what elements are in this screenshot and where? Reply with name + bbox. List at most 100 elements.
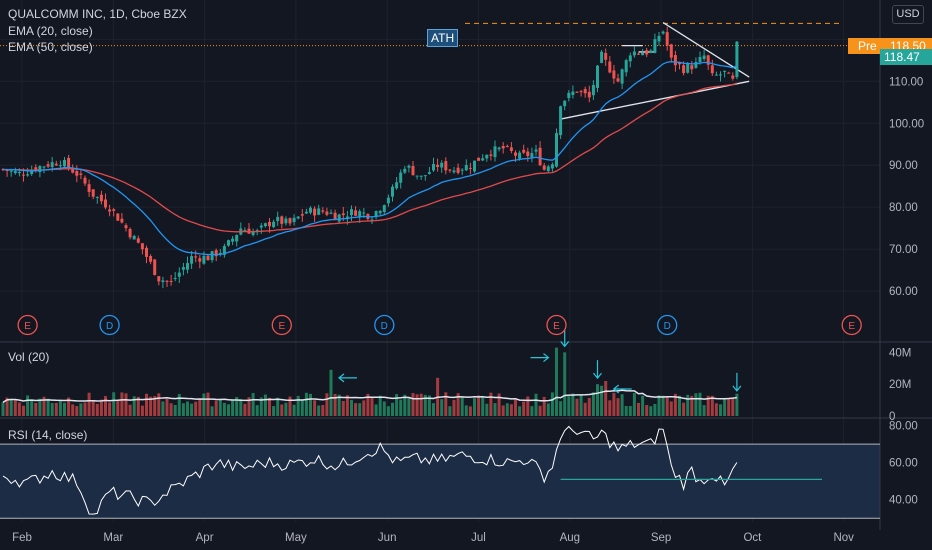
- candle-body: [22, 174, 25, 176]
- volume-bar: [534, 393, 538, 416]
- candle-body: [493, 146, 497, 158]
- volume-bar: [50, 403, 54, 416]
- volume-bar: [202, 393, 206, 416]
- volume-bar: [354, 403, 358, 416]
- volume-bar: [661, 395, 665, 416]
- candle-body: [391, 186, 394, 197]
- volume-bar: [448, 406, 452, 416]
- time-tick-label: Aug: [560, 532, 580, 544]
- candle-body: [280, 216, 284, 224]
- price-tick-label: 100.00: [889, 118, 924, 130]
- volume-bar: [157, 393, 161, 416]
- ema20-line: [2, 61, 738, 256]
- candle-body: [444, 161, 448, 171]
- volume-bar: [452, 399, 456, 416]
- grid-lines: [0, 0, 880, 522]
- earnings-marker: [271, 314, 292, 336]
- candle-body: [518, 152, 522, 159]
- rsi-layer: [2, 425, 822, 515]
- candle-body: [140, 243, 144, 250]
- candle-body: [145, 247, 148, 257]
- symbol-title[interactable]: QUALCOMM INC, 1D, Cboe BZX: [8, 7, 187, 21]
- candle-body: [468, 167, 472, 169]
- volume-bar: [714, 403, 718, 416]
- volume-bar: [403, 394, 407, 416]
- volume-bar: [186, 401, 189, 416]
- volume-bar: [481, 397, 485, 416]
- candle-body: [526, 151, 530, 157]
- volume-bar: [600, 385, 604, 416]
- candle-body: [682, 65, 686, 74]
- volume-bar: [665, 396, 669, 416]
- volume-bar: [145, 393, 148, 416]
- candle-body: [538, 147, 542, 166]
- volume-bar: [485, 403, 489, 416]
- volume-bar: [120, 392, 124, 416]
- candle-body: [698, 57, 702, 62]
- volume-bar: [456, 393, 460, 416]
- volume-bar: [272, 406, 276, 416]
- candle-body: [653, 39, 657, 53]
- volume-bar: [112, 392, 116, 416]
- volume-bar: [673, 393, 677, 416]
- volume-bar: [518, 406, 522, 416]
- candle-body: [235, 234, 239, 242]
- candle-body: [649, 50, 653, 53]
- volume-bar: [231, 399, 235, 416]
- axis-labels: 60.00 70.00 80.00 90.00 100.00 110.00 0 20M 40M 4…: [12, 76, 924, 544]
- volume-bar: [386, 406, 390, 416]
- time-tick-label: Mar: [103, 532, 123, 544]
- event-marker-label: E: [553, 321, 560, 332]
- time-tick-label: Feb: [12, 532, 32, 544]
- candle-body: [714, 74, 718, 76]
- price-tick-label: 70.00: [889, 244, 918, 256]
- volume-arrow: [338, 373, 357, 383]
- time-tick-label: Sep: [651, 532, 671, 544]
- currency-button[interactable]: USD: [892, 5, 924, 24]
- volume-bar: [247, 397, 251, 416]
- candle-body: [329, 212, 333, 214]
- ema50-line: [3, 82, 738, 233]
- candle-body: [509, 147, 513, 152]
- candle-body: [358, 211, 362, 217]
- dividend-marker: [99, 314, 120, 336]
- volume-bar: [706, 395, 710, 416]
- volume-bar: [382, 401, 386, 416]
- candle-body: [530, 153, 534, 158]
- candle-body: [608, 61, 612, 73]
- volume-bar: [116, 399, 120, 416]
- volume-bar: [366, 393, 370, 416]
- candle-body: [587, 91, 591, 98]
- volume-bar: [235, 397, 239, 416]
- event-marker-label: D: [664, 321, 671, 332]
- candle-body: [497, 147, 501, 150]
- pre-label: Pre: [858, 38, 877, 53]
- volume-bar: [608, 400, 612, 416]
- candle-body: [673, 55, 677, 66]
- candle-body: [583, 89, 587, 94]
- volume-bar: [411, 393, 415, 416]
- candle-body: [58, 165, 62, 167]
- volume-bar: [653, 404, 657, 416]
- volume-bar: [161, 401, 165, 416]
- volume-legend[interactable]: Vol (20): [8, 350, 50, 364]
- volume-bar: [190, 403, 194, 416]
- candle-body: [13, 171, 17, 174]
- candle-body: [702, 55, 706, 59]
- candle-body: [67, 157, 71, 168]
- volume-bar: [325, 393, 329, 416]
- candle-body: [386, 197, 390, 204]
- candle-body: [296, 216, 300, 219]
- volume-bar: [497, 393, 501, 416]
- rsi-legend[interactable]: RSI (14, close): [8, 428, 88, 442]
- ema50-legend[interactable]: EMA (50, close): [8, 40, 93, 54]
- volume-bar: [522, 401, 526, 416]
- volume-bar: [321, 404, 325, 416]
- candle-body: [206, 255, 210, 261]
- ema20-legend[interactable]: EMA (20, close): [8, 24, 93, 38]
- volume-bar: [17, 402, 21, 416]
- volume-bar: [505, 403, 509, 416]
- candle-body: [128, 229, 132, 238]
